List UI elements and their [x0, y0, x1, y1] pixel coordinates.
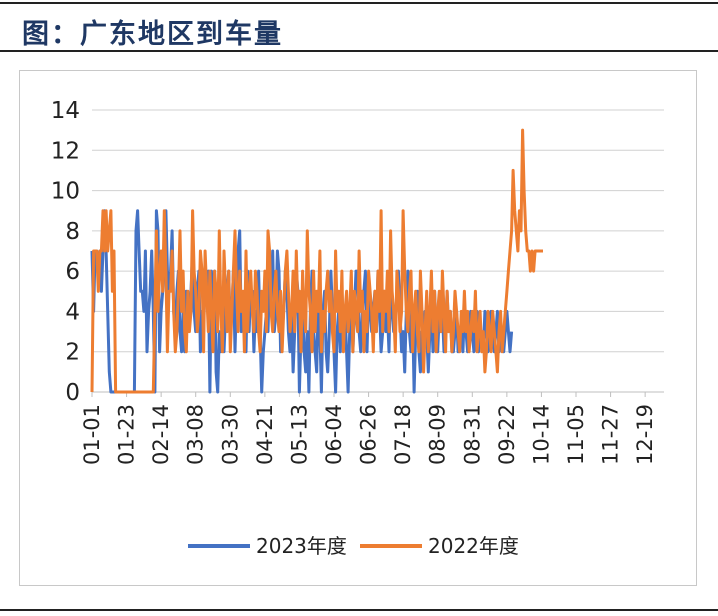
title-bar: 图：广东地区到车量: [0, 4, 718, 50]
top-rule: [0, 2, 718, 4]
x-tick-label: 04-21: [253, 404, 277, 465]
title-rule: [0, 50, 718, 52]
x-tick-label: 12-19: [633, 404, 657, 465]
y-tick-label: 14: [51, 98, 80, 124]
x-tick-label: 06-04: [322, 404, 346, 465]
page-title: 图：广东地区到车量: [22, 19, 283, 50]
y-tick-label: 2: [65, 340, 80, 366]
x-tick-label: 07-18: [391, 404, 415, 465]
legend-label: 2023年度: [256, 534, 347, 558]
y-axis-ticks: 0 2 4 6 8 10 12 14: [51, 98, 80, 406]
legend: 2023年度 2022年度: [188, 534, 519, 558]
y-tick-label: 8: [65, 219, 80, 245]
x-tick-label: 03-08: [184, 404, 208, 465]
x-tick-label: 01-23: [115, 404, 139, 465]
x-tick-label: 09-22: [495, 404, 519, 465]
x-tick-label: 10-14: [529, 404, 553, 465]
y-tick-label: 4: [65, 299, 80, 325]
grid-lines: [92, 109, 664, 393]
x-axis-ticks: 01-01 01-23 02-14 03-08 03-30 04-21 05-13 06-04…: [80, 392, 657, 465]
x-tick-label: 06-26: [357, 404, 381, 465]
y-tick-label: 10: [51, 179, 80, 205]
series-line-1: [90, 128, 543, 394]
x-tick-label: 03-30: [218, 404, 242, 465]
legend-label: 2022年度: [428, 534, 519, 558]
chart-frame: [19, 70, 697, 586]
x-tick-label: 05-13: [287, 404, 311, 465]
x-tick-label: 11-27: [599, 404, 623, 465]
series-lines: [90, 128, 543, 394]
y-tick-label: 0: [65, 380, 80, 406]
x-tick-label: 08-31: [460, 404, 484, 465]
x-tick-label: 02-14: [149, 404, 173, 465]
y-tick-label: 12: [51, 138, 80, 164]
x-tick-label: 01-01: [80, 404, 104, 465]
x-tick-label: 08-09: [426, 404, 450, 465]
x-tick-label: 11-05: [564, 404, 588, 465]
bottom-rule: [0, 609, 718, 611]
y-tick-label: 6: [65, 259, 80, 285]
